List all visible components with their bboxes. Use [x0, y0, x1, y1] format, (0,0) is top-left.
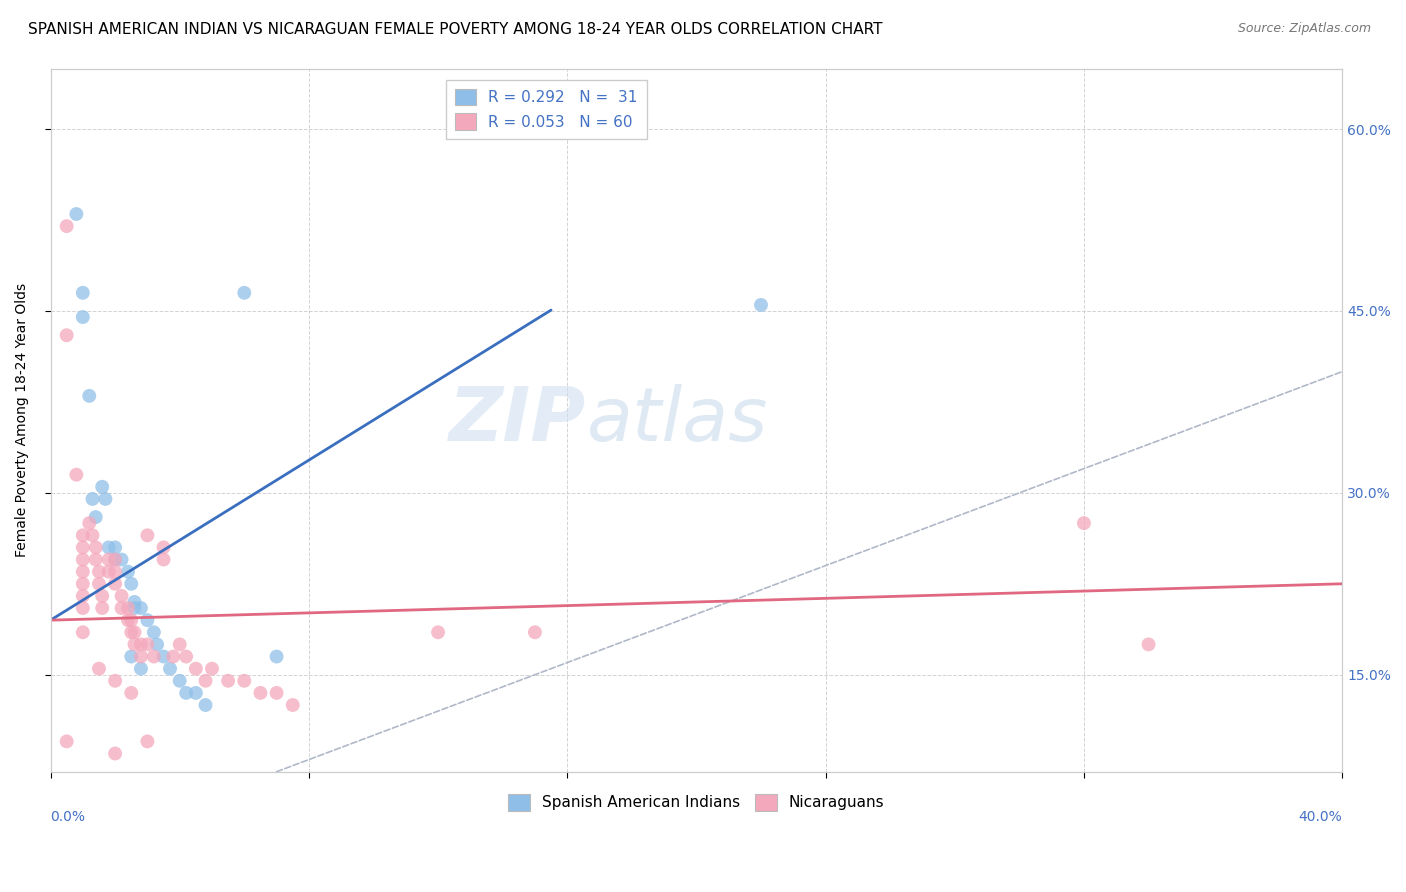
Point	[87, 576, 110, 591]
Point	[174, 686, 197, 700]
Text: 0.0%: 0.0%	[51, 810, 86, 824]
Point	[110, 601, 132, 615]
Point	[142, 649, 165, 664]
Point	[72, 310, 94, 324]
Point	[104, 552, 127, 566]
Point	[169, 673, 191, 688]
Point	[72, 541, 94, 555]
Point	[146, 637, 169, 651]
Point	[169, 637, 191, 651]
Text: ZIP: ZIP	[450, 384, 586, 457]
Point	[194, 673, 217, 688]
Point	[104, 576, 127, 591]
Point	[233, 285, 256, 300]
Point	[117, 601, 139, 615]
Point	[129, 662, 152, 676]
Point	[249, 686, 271, 700]
Point	[120, 649, 142, 664]
Text: SPANISH AMERICAN INDIAN VS NICARAGUAN FEMALE POVERTY AMONG 18-24 YEAR OLDS CORRE: SPANISH AMERICAN INDIAN VS NICARAGUAN FE…	[28, 22, 883, 37]
Point	[129, 637, 152, 651]
Point	[124, 601, 146, 615]
Point	[97, 552, 120, 566]
Point	[72, 285, 94, 300]
Y-axis label: Female Poverty Among 18-24 Year Olds: Female Poverty Among 18-24 Year Olds	[15, 283, 30, 558]
Point	[162, 649, 184, 664]
Point	[1137, 637, 1160, 651]
Point	[266, 686, 288, 700]
Point	[84, 541, 107, 555]
Point	[82, 491, 104, 506]
Point	[136, 637, 159, 651]
Point	[91, 480, 114, 494]
Point	[72, 601, 94, 615]
Point	[129, 649, 152, 664]
Legend: Spanish American Indians, Nicaraguans: Spanish American Indians, Nicaraguans	[502, 788, 890, 817]
Text: atlas: atlas	[586, 384, 768, 456]
Point	[152, 649, 174, 664]
Point	[65, 207, 87, 221]
Text: Source: ZipAtlas.com: Source: ZipAtlas.com	[1237, 22, 1371, 36]
Point	[523, 625, 546, 640]
Point	[120, 686, 142, 700]
Point	[184, 662, 207, 676]
Point	[124, 637, 146, 651]
Point	[427, 625, 450, 640]
Point	[749, 298, 772, 312]
Point	[120, 625, 142, 640]
Point	[120, 613, 142, 627]
Point	[97, 565, 120, 579]
Point	[233, 673, 256, 688]
Point	[117, 565, 139, 579]
Point	[129, 601, 152, 615]
Point	[87, 662, 110, 676]
Point	[281, 698, 304, 712]
Point	[87, 565, 110, 579]
Point	[117, 613, 139, 627]
Point	[152, 552, 174, 566]
Point	[104, 747, 127, 761]
Point	[55, 734, 77, 748]
Point	[72, 528, 94, 542]
Point	[184, 686, 207, 700]
Point	[65, 467, 87, 482]
Point	[159, 662, 181, 676]
Point	[104, 565, 127, 579]
Point	[72, 576, 94, 591]
Point	[136, 613, 159, 627]
Point	[124, 625, 146, 640]
Point	[142, 625, 165, 640]
Point	[110, 552, 132, 566]
Point	[110, 589, 132, 603]
Point	[201, 662, 224, 676]
Point	[55, 219, 77, 234]
Point	[217, 673, 239, 688]
Point	[55, 328, 77, 343]
Point	[94, 491, 117, 506]
Point	[97, 541, 120, 555]
Point	[104, 673, 127, 688]
Point	[91, 589, 114, 603]
Point	[120, 576, 142, 591]
Point	[77, 516, 100, 531]
Point	[174, 649, 197, 664]
Point	[152, 541, 174, 555]
Point	[82, 528, 104, 542]
Point	[72, 565, 94, 579]
Point	[124, 595, 146, 609]
Point	[104, 541, 127, 555]
Point	[91, 601, 114, 615]
Text: 40.0%: 40.0%	[1299, 810, 1343, 824]
Point	[77, 389, 100, 403]
Point	[194, 698, 217, 712]
Point	[72, 589, 94, 603]
Point	[72, 552, 94, 566]
Point	[136, 734, 159, 748]
Point	[84, 552, 107, 566]
Point	[84, 510, 107, 524]
Point	[136, 528, 159, 542]
Point	[266, 649, 288, 664]
Point	[1073, 516, 1095, 531]
Point	[72, 625, 94, 640]
Point	[104, 552, 127, 566]
